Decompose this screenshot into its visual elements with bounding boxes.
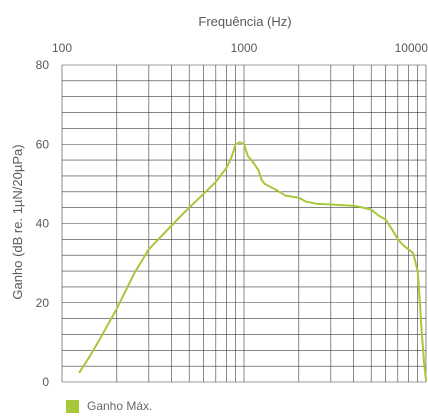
y-tick-label: 0 — [42, 375, 49, 389]
legend: Ganho Máx. — [66, 398, 152, 414]
y-tick-label: 40 — [36, 217, 50, 231]
legend-label: Ganho Máx. — [87, 399, 153, 413]
y-tick-label: 20 — [36, 296, 50, 310]
x-tick-label: 10000 — [395, 41, 428, 55]
x-tick-label: 1000 — [231, 41, 258, 55]
tick-labels: 100 1000 10000 0 20 40 60 80 — [36, 41, 428, 389]
x-tick-label: 100 — [52, 41, 72, 55]
legend-swatch — [66, 399, 79, 413]
x-axis-label: Frequência (Hz) — [198, 14, 291, 29]
y-tick-label: 80 — [36, 58, 50, 72]
y-axis-label: Ganho (dB re. 1µN/20µPa) — [10, 144, 25, 299]
series — [78, 141, 427, 381]
y-tick-label: 60 — [36, 137, 50, 151]
grid — [61, 64, 427, 383]
series-line — [78, 141, 427, 381]
